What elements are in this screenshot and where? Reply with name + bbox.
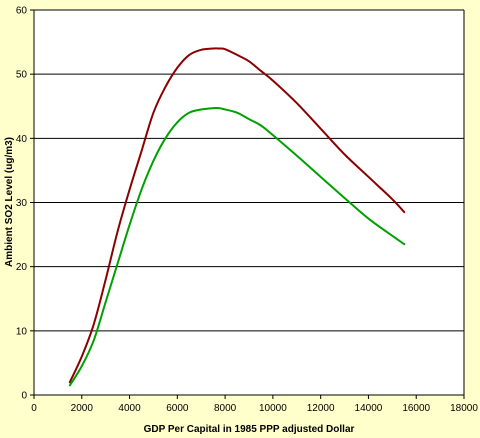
series-line-1 bbox=[68, 47, 406, 384]
tick-labels: 0 10 20 30 40 50 60 0 2000 4000 6000 8000 10000 12000… bbox=[16, 6, 478, 415]
x-tick-label: 6000 bbox=[166, 403, 189, 414]
x-tick-label: 8000 bbox=[214, 403, 237, 414]
x-tick-label: 18000 bbox=[450, 403, 478, 414]
y-axis-title: Ambient SO2 Level (ug/m3) bbox=[4, 137, 15, 267]
series-line-2 bbox=[68, 107, 406, 387]
x-tick-label: 10000 bbox=[259, 403, 287, 414]
y-tick-label: 50 bbox=[16, 70, 28, 81]
series-lines bbox=[68, 47, 406, 387]
y-tick-label: 10 bbox=[16, 326, 28, 337]
y-tick-label: 20 bbox=[16, 262, 28, 273]
y-tick-label: 0 bbox=[21, 391, 27, 402]
x-tick-label: 2000 bbox=[71, 403, 94, 414]
y-tick-label: 40 bbox=[16, 134, 28, 145]
x-tick-label: 4000 bbox=[118, 403, 141, 414]
axes bbox=[30, 9, 465, 399]
x-tick-label: 0 bbox=[31, 403, 37, 414]
x-axis-title: GDP Per Capital in 1985 PPP adjusted Dol… bbox=[144, 424, 355, 435]
x-tick-label: 12000 bbox=[307, 403, 335, 414]
x-tick-label: 14000 bbox=[355, 403, 383, 414]
y-tick-label: 30 bbox=[16, 198, 28, 209]
x-tick-label: 16000 bbox=[402, 403, 430, 414]
y-tick-label: 60 bbox=[16, 6, 28, 17]
